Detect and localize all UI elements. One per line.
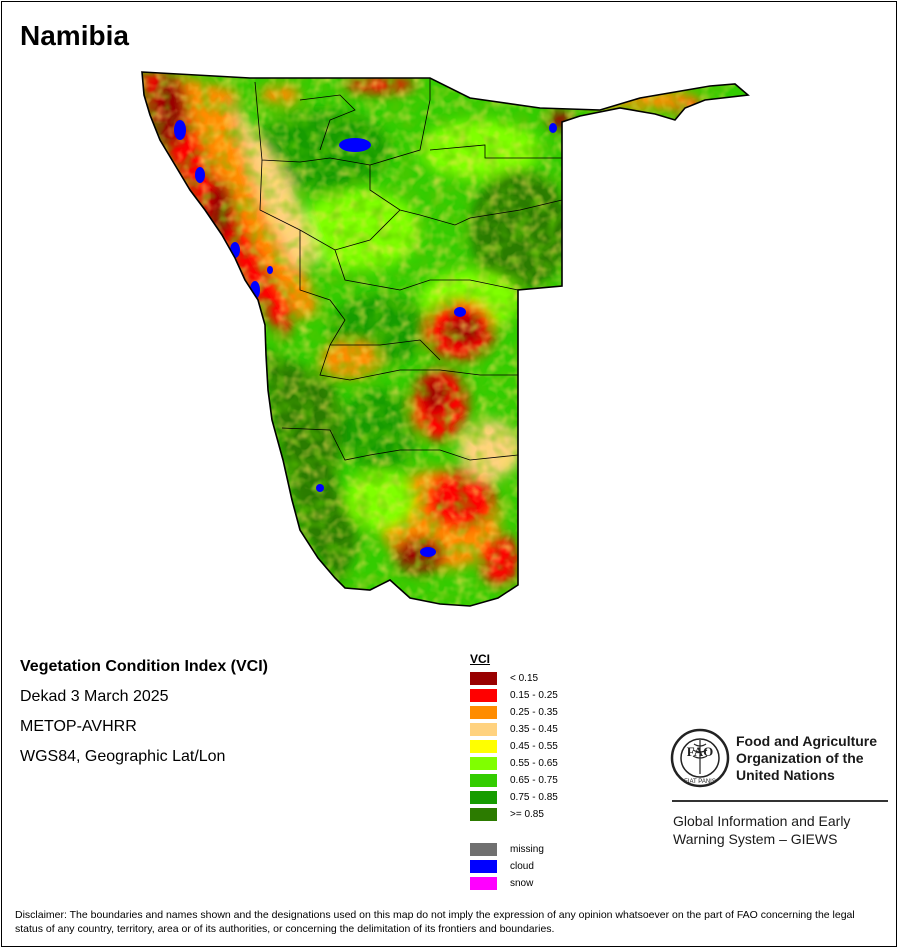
fao-name-line3: United Nations [736, 766, 835, 783]
legend-classes: < 0.15 0.15 - 0.25 0.25 - 0.35 0.35 - 0.45 0… [470, 670, 558, 823]
fao-motto: FIAT PANIS [684, 779, 716, 785]
legend-label: snow [510, 878, 534, 889]
legend-label: 0.15 - 0.25 [510, 690, 558, 701]
legend-item: >= 0.85 [470, 806, 558, 823]
fao-name-line1: Food and Agriculture [736, 732, 878, 749]
legend-extra: missing cloud snow [470, 841, 558, 892]
legend-swatch [470, 860, 497, 873]
legend-swatch [470, 808, 497, 821]
sensor-text: METOP-AVHRR [20, 718, 137, 735]
legend-swatch [470, 723, 497, 736]
legend-label: >= 0.85 [510, 809, 544, 820]
legend-label: 0.25 - 0.35 [510, 707, 558, 718]
legend-item: 0.45 - 0.55 [470, 738, 558, 755]
legend-label: 0.45 - 0.55 [510, 741, 558, 752]
legend-label: < 0.15 [510, 673, 539, 684]
legend-swatch [470, 706, 497, 719]
product-title: Vegetation Condition Index (VCI) [20, 658, 268, 675]
giews-name: Global Information and Early Warning Sys… [673, 812, 890, 848]
map-title: Namibia [20, 20, 129, 51]
fao-name: Food and Agriculture Organization of the… [736, 733, 877, 784]
legend-item: 0.35 - 0.45 [470, 721, 558, 738]
fao-logo: FAO FIAT PANIS [670, 728, 730, 788]
legend: VCI < 0.15 0.15 - 0.25 0.25 - 0.35 0.35 - 0… [470, 652, 558, 892]
legend-label: 0.75 - 0.85 [510, 792, 558, 803]
legend-label: missing [510, 844, 544, 855]
legend-item: 0.65 - 0.75 [470, 772, 558, 789]
fao-block: FAO FIAT PANIS Food and Agriculture Orga… [670, 728, 890, 848]
legend-swatch [470, 791, 497, 804]
legend-swatch [470, 877, 497, 890]
fao-divider [672, 800, 888, 802]
legend-label: 0.55 - 0.65 [510, 758, 558, 769]
legend-swatch [470, 672, 497, 685]
period-text: Dekad 3 March 2025 [20, 688, 169, 705]
legend-item: < 0.15 [470, 670, 558, 687]
legend-swatch [470, 740, 497, 753]
legend-label: cloud [510, 861, 534, 872]
legend-swatch [470, 757, 497, 770]
legend-item: 0.75 - 0.85 [470, 789, 558, 806]
vci-map [130, 60, 770, 620]
legend-swatch [470, 689, 497, 702]
legend-item: 0.55 - 0.65 [470, 755, 558, 772]
giews-line1: Global Information and Early [673, 813, 851, 829]
legend-title: VCI [470, 652, 491, 666]
vci-raster [142, 72, 748, 606]
map-info: Vegetation Condition Index (VCI) Dekad 3… [20, 656, 268, 776]
legend-item: cloud [470, 858, 558, 875]
legend-item: missing [470, 841, 558, 858]
fao-name-line2: Organization of the [736, 749, 864, 766]
admin-boundaries [254, 78, 563, 461]
legend-item: snow [470, 875, 558, 892]
legend-label: 0.65 - 0.75 [510, 775, 558, 786]
legend-label: 0.35 - 0.45 [510, 724, 558, 735]
giews-line2: Warning System – GIEWS [673, 831, 838, 847]
disclaimer: Disclaimer: The boundaries and names sho… [15, 909, 855, 935]
projection-text: WGS84, Geographic Lat/Lon [20, 748, 226, 765]
legend-swatch [470, 774, 497, 787]
legend-swatch [470, 843, 497, 856]
legend-item: 0.25 - 0.35 [470, 704, 558, 721]
legend-item: 0.15 - 0.25 [470, 687, 558, 704]
